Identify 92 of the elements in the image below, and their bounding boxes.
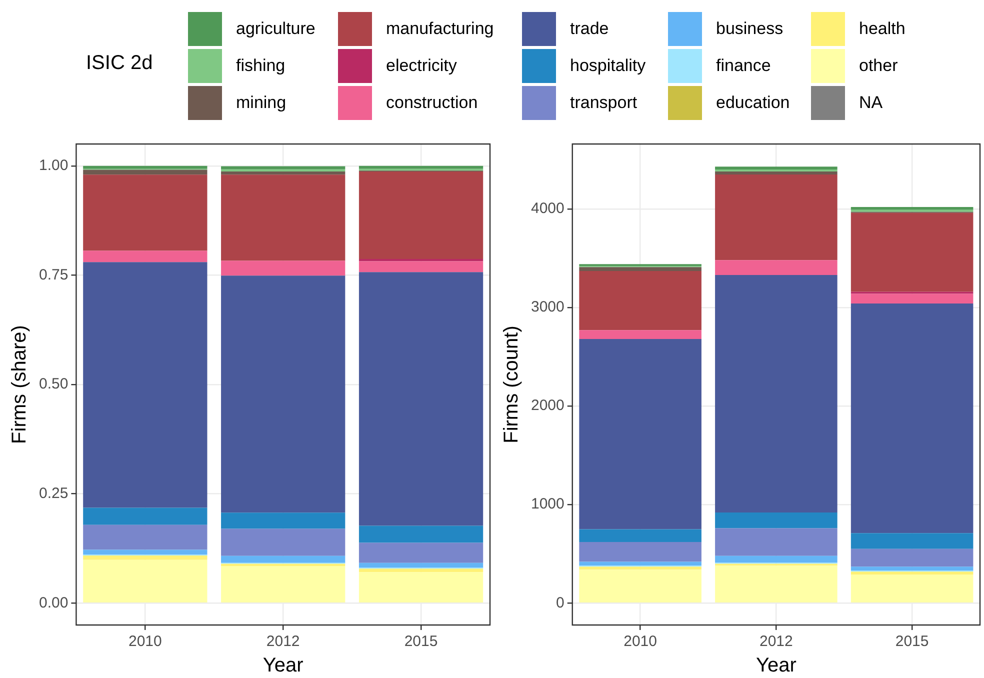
legend-label: NA [859, 93, 883, 113]
bar [715, 556, 838, 563]
bar [850, 548, 974, 567]
bar [579, 529, 702, 542]
bar [715, 512, 838, 528]
bar [221, 556, 346, 563]
bar [358, 526, 484, 543]
y-axis-title: Firms (share) [8, 325, 31, 444]
bar [579, 267, 702, 272]
bar [579, 330, 702, 340]
bar [221, 528, 346, 556]
legend-label: trade [570, 19, 609, 39]
bar [83, 174, 208, 251]
x-tick-label: 2015 [404, 633, 438, 650]
bar [579, 542, 702, 562]
bar [358, 562, 484, 568]
legend-label: agriculture [236, 19, 316, 39]
bar [715, 528, 838, 556]
bar [221, 566, 346, 603]
y-tick-label: 0.00 [38, 594, 68, 612]
bar [221, 260, 346, 276]
bar [579, 339, 702, 530]
bar [83, 262, 208, 508]
x-axis-title: Year [262, 654, 304, 677]
x-tick-label: 2010 [624, 633, 657, 650]
bar [358, 572, 484, 603]
y-tick-label: 0 [556, 594, 564, 612]
bar [221, 172, 346, 175]
bar [850, 212, 974, 292]
legend-label: business [716, 19, 784, 39]
bar [579, 271, 702, 330]
bar [715, 174, 838, 260]
legend-label: manufacturing [386, 19, 494, 39]
bar [83, 250, 208, 262]
bar [850, 533, 974, 549]
bar [579, 570, 702, 603]
x-tick-label: 2012 [266, 633, 300, 650]
bar [83, 524, 208, 550]
bar [83, 508, 208, 525]
bar [358, 166, 484, 169]
bar [83, 555, 208, 560]
bar [850, 304, 974, 534]
bar [83, 166, 208, 169]
y-tick-label: 0.25 [38, 484, 68, 502]
legend-label: finance [716, 56, 771, 76]
bar [715, 274, 838, 512]
bar [850, 572, 974, 575]
bar [715, 166, 838, 170]
bar [715, 260, 838, 275]
y-tick-label: 1.00 [38, 157, 68, 174]
bar [358, 272, 484, 526]
y-tick-label: 4000 [530, 200, 564, 218]
y-tick-label: 2000 [530, 397, 564, 414]
legend-label: electricity [386, 56, 457, 76]
y-tick-label: 1000 [530, 496, 564, 513]
bar [83, 170, 208, 175]
bar [850, 206, 974, 210]
bar [221, 169, 346, 172]
legend-label: construction [386, 93, 478, 113]
legend-label: health [859, 19, 906, 39]
bar [221, 174, 346, 261]
y-tick-label: 3000 [530, 298, 564, 316]
legend-label: education [716, 93, 790, 113]
x-tick-label: 2010 [128, 633, 162, 650]
x-axis-title: Year [756, 654, 797, 677]
bar [850, 566, 974, 571]
bar [358, 261, 484, 272]
legend-label: fishing [236, 56, 286, 76]
legend-label: transport [570, 93, 638, 113]
bar [579, 566, 702, 570]
legend-title: ISIC 2d [86, 52, 153, 75]
bar [221, 166, 346, 170]
y-axis-title: Firms (count) [500, 326, 523, 444]
bar [579, 562, 702, 566]
bar [83, 560, 208, 603]
bar [83, 550, 208, 555]
bar [358, 542, 484, 563]
bar [850, 294, 974, 304]
bar [221, 512, 346, 529]
bar [358, 172, 484, 260]
x-tick-label: 2012 [759, 633, 793, 650]
bar [358, 568, 484, 572]
y-tick-label: 0.75 [38, 266, 68, 284]
bar [715, 566, 838, 603]
bar [221, 276, 346, 513]
legend-label: hospitality [570, 56, 646, 76]
bar [850, 574, 974, 603]
x-tick-label: 2015 [895, 633, 929, 650]
legend-label: other [859, 56, 898, 76]
y-tick-label: 0.50 [38, 376, 68, 393]
legend-label: mining [236, 93, 286, 113]
bar [715, 171, 838, 174]
